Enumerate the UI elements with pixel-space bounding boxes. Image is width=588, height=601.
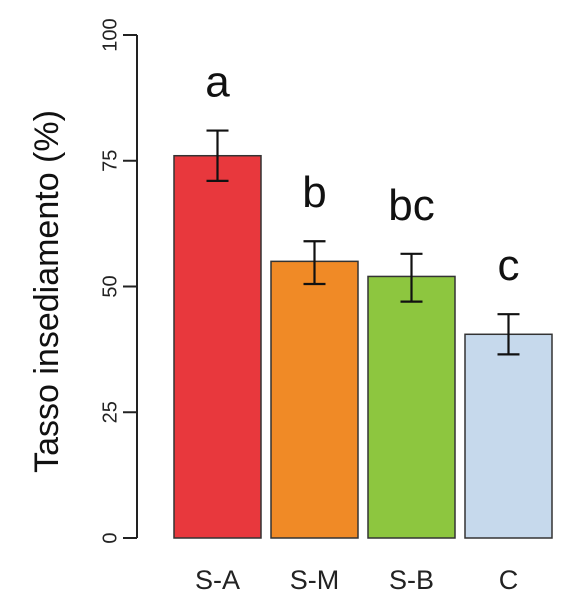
error-bar-s-a (206, 129, 229, 182)
y-tick-label: 25 (99, 401, 121, 423)
error-bar-s-m (303, 240, 326, 286)
y-axis-label: Tasso insediamento (%) (28, 110, 66, 473)
y-axis: 0 25 50 75 100 (99, 18, 138, 544)
bar-s-a (173, 154, 262, 539)
significance-letter: bc (388, 181, 434, 230)
bar-s-b (367, 275, 456, 539)
x-category-label: S-A (195, 565, 240, 595)
bar-c (464, 333, 553, 539)
error-bar-c (497, 313, 520, 356)
significance-letter: c (498, 241, 520, 290)
y-ticks: 0 25 50 75 100 (99, 18, 137, 544)
significance-letter: a (205, 58, 230, 107)
error-bars (206, 129, 520, 356)
error-bar-s-b (400, 252, 423, 303)
y-tick-label: 75 (99, 150, 121, 172)
y-tick-label: 100 (99, 18, 121, 51)
x-category-label: S-B (389, 565, 434, 595)
bar-s-m (270, 260, 359, 539)
x-category-label: S-M (290, 565, 340, 595)
y-tick-label: 50 (99, 275, 121, 297)
bars (173, 154, 553, 539)
x-category-label: C (499, 565, 519, 595)
x-category-labels: S-A S-M S-B C (195, 565, 518, 595)
significance-letter: b (302, 168, 326, 217)
y-tick-label: 0 (99, 532, 121, 543)
significance-letters: a b bc c (205, 58, 519, 291)
